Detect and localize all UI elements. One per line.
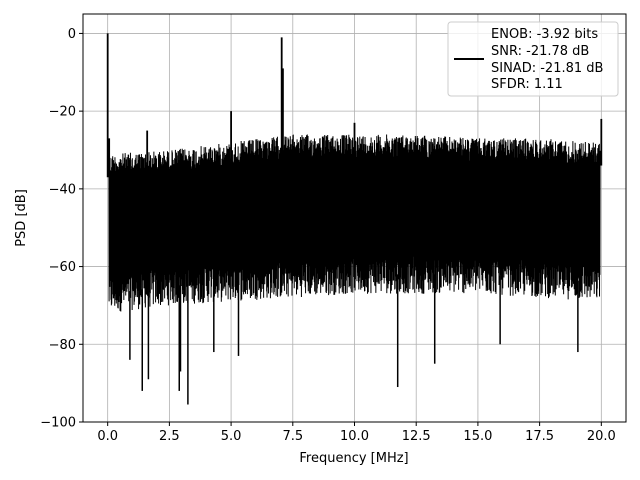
legend-entry-enob: ENOB: -3.92 bits — [491, 27, 598, 42]
psd-series — [106, 33, 603, 405]
y-tick-label: −80 — [49, 338, 76, 353]
y-tick-label: 0 — [68, 27, 76, 42]
y-tick-label: −100 — [40, 416, 76, 431]
plot-area — [106, 33, 603, 405]
legend-entry-sinad: SINAD: -21.81 dB — [491, 61, 603, 76]
y-tick-label: −20 — [49, 105, 76, 120]
x-tick-label: 2.5 — [159, 429, 180, 444]
x-tick-label: 5.0 — [221, 429, 242, 444]
legend: ENOB: -3.92 bits SNR: -21.78 dB SINAD: -… — [447, 21, 619, 97]
x-tick-label: 0.0 — [97, 429, 118, 444]
legend-box — [447, 21, 619, 97]
legend-entry-sfdr: SFDR: 1.11 — [491, 77, 563, 92]
x-tick-label: 7.5 — [282, 429, 303, 444]
y-axis-label: PSD [dB] — [14, 189, 29, 247]
x-tick-label: 10.0 — [340, 429, 369, 444]
x-axis-ticks: 0.0 2.5 5.0 7.5 10.0 12.5 15.0 17.5 20.0 — [97, 422, 616, 444]
x-tick-label: 17.5 — [525, 429, 554, 444]
x-tick-label: 15.0 — [463, 429, 492, 444]
y-tick-label: −60 — [49, 260, 76, 275]
y-tick-label: −40 — [49, 182, 76, 197]
x-tick-label: 12.5 — [402, 429, 431, 444]
x-tick-label: 20.0 — [587, 429, 616, 444]
x-axis-label: Frequency [MHz] — [299, 451, 408, 466]
y-axis-ticks: 0 −20 −40 −60 −80 −100 — [40, 27, 83, 431]
legend-entry-snr: SNR: -21.78 dB — [491, 44, 589, 59]
